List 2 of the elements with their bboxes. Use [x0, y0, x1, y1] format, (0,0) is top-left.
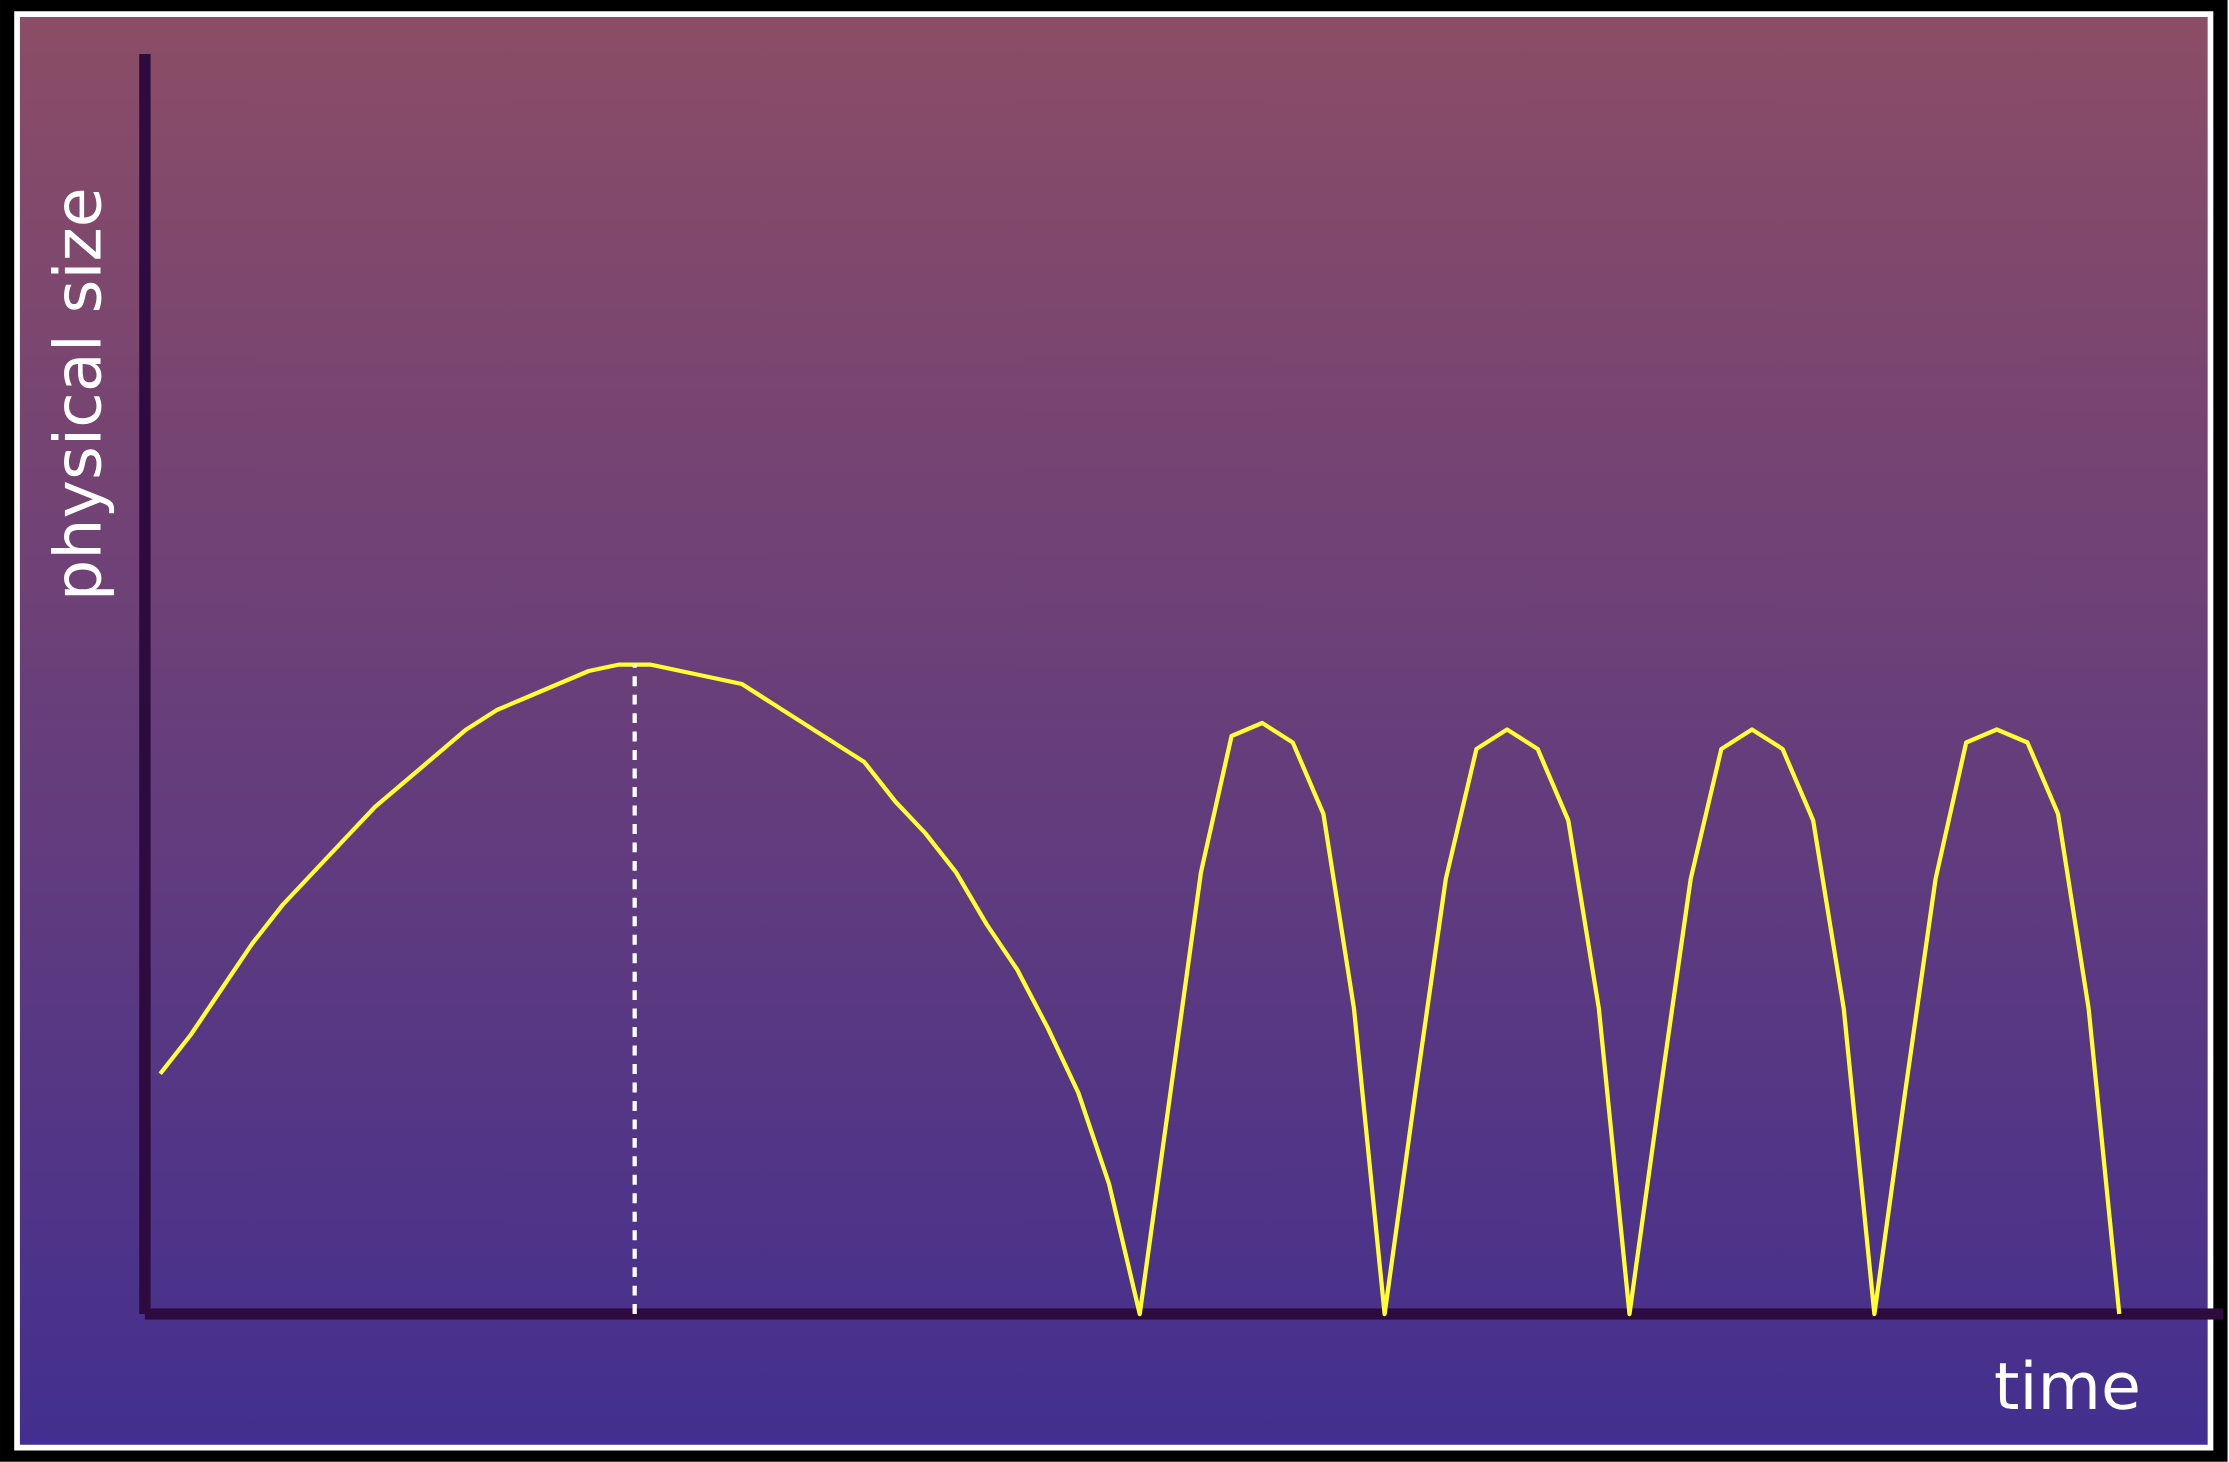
x-axis-title: time [1995, 1359, 2138, 1410]
y-axis-title: physical size [51, 190, 115, 596]
